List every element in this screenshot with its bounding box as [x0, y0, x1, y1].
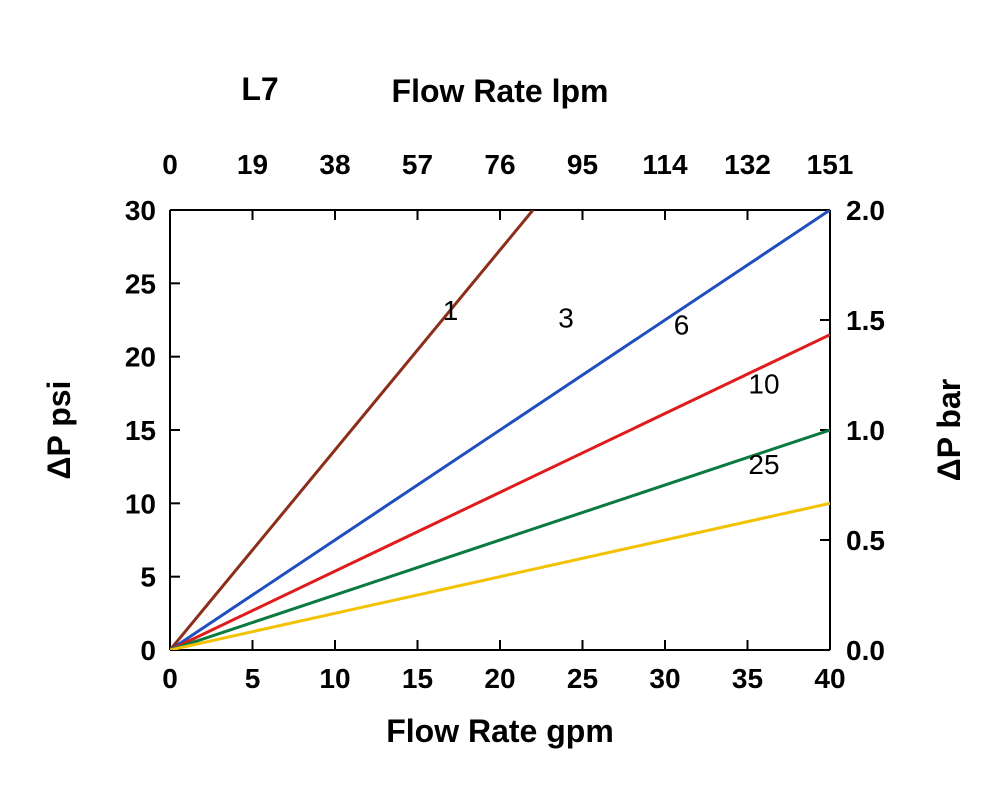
x-top-tick-label: 132	[724, 149, 771, 180]
x-top-tick-label: 114	[642, 149, 688, 180]
x-bottom-tick-label: 35	[732, 663, 763, 694]
series-label-6: 6	[674, 310, 690, 341]
x-bottom-tick-label: 0	[162, 663, 178, 694]
chart-container: 0510152025303540019385776951141321510510…	[0, 0, 1003, 786]
y-left-tick-label: 15	[125, 415, 156, 446]
series-label-3: 3	[558, 302, 574, 333]
x-bottom-tick-label: 20	[484, 663, 515, 694]
x-bottom-tick-label: 40	[814, 663, 845, 694]
y-left-axis-label: ΔP psi	[41, 381, 77, 480]
x-bottom-tick-label: 25	[567, 663, 598, 694]
y-right-tick-label: 0.0	[846, 635, 885, 666]
x-bottom-tick-label: 5	[245, 663, 261, 694]
x-top-tick-label: 19	[237, 149, 268, 180]
x-bottom-tick-label: 15	[402, 663, 433, 694]
y-left-tick-label: 25	[125, 268, 156, 299]
x-top-axis-label: Flow Rate lpm	[392, 73, 609, 109]
y-right-tick-label: 0.5	[846, 525, 885, 556]
series-label-25: 25	[748, 449, 779, 480]
y-left-tick-label: 10	[125, 488, 156, 519]
y-right-tick-label: 2.0	[846, 195, 885, 226]
y-left-tick-label: 20	[125, 342, 156, 373]
x-top-tick-label: 76	[484, 149, 515, 180]
y-right-tick-label: 1.5	[846, 305, 885, 336]
chart-title-prefix: L7	[241, 71, 278, 107]
y-left-tick-label: 0	[140, 635, 156, 666]
x-bottom-tick-label: 30	[649, 663, 680, 694]
x-top-tick-label: 95	[567, 149, 598, 180]
y-left-tick-label: 5	[140, 562, 156, 593]
y-left-tick-label: 30	[125, 195, 156, 226]
x-top-tick-label: 151	[807, 149, 854, 180]
x-top-tick-label: 0	[162, 149, 178, 180]
y-right-tick-label: 1.0	[846, 415, 885, 446]
x-top-tick-label: 57	[402, 149, 433, 180]
x-bottom-axis-label: Flow Rate gpm	[386, 713, 614, 749]
series-label-10: 10	[748, 368, 779, 399]
x-bottom-tick-label: 10	[319, 663, 350, 694]
series-label-1: 1	[443, 295, 459, 326]
flow-rate-chart: 0510152025303540019385776951141321510510…	[0, 0, 1003, 786]
y-right-axis-label: ΔP bar	[931, 379, 967, 481]
x-top-tick-label: 38	[319, 149, 350, 180]
